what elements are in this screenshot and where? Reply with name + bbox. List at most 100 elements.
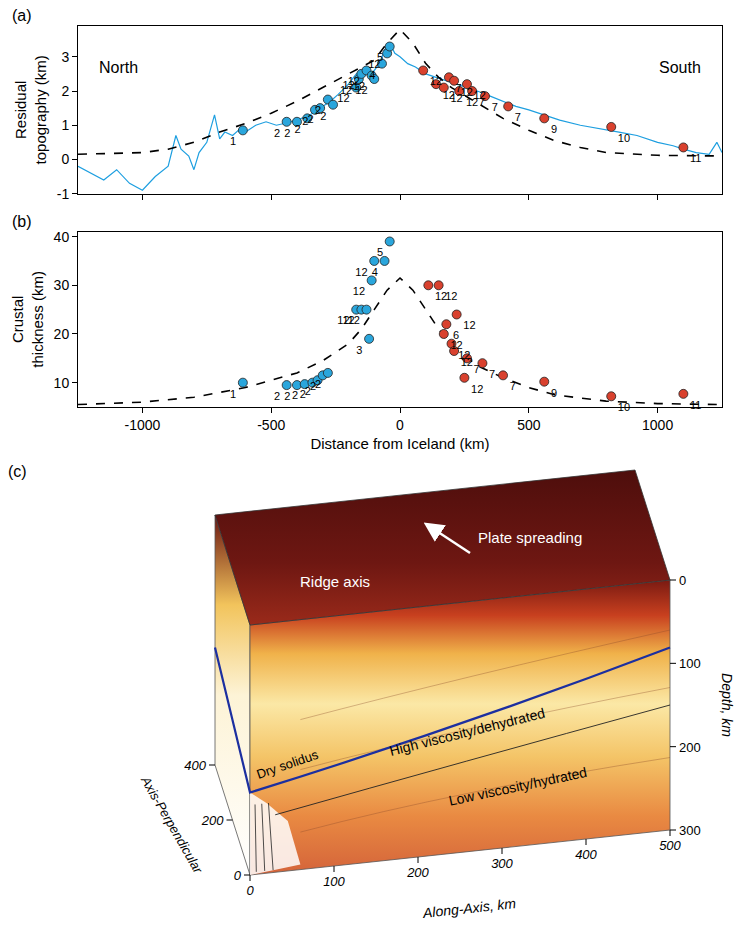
svg-text:11: 11: [690, 399, 701, 411]
svg-text:High viscosity/dehydrated: High viscosity/dehydrated: [388, 705, 547, 759]
svg-text:12: 12: [353, 80, 365, 92]
svg-text:12: 12: [435, 290, 447, 302]
svg-text:10: 10: [54, 375, 70, 391]
svg-text:12: 12: [342, 315, 354, 327]
svg-text:12: 12: [466, 96, 478, 108]
svg-text:500: 500: [659, 838, 681, 853]
svg-text:1000: 1000: [642, 417, 673, 433]
svg-text:South: South: [659, 59, 701, 76]
svg-text:Axis-Perpendicular: Axis-Perpendicular: [138, 773, 206, 876]
svg-text:1: 1: [61, 117, 69, 133]
svg-text:2: 2: [310, 380, 316, 392]
svg-text:0: 0: [61, 151, 69, 167]
svg-text:12: 12: [474, 89, 486, 101]
svg-text:12: 12: [342, 79, 354, 91]
svg-text:12: 12: [450, 92, 462, 104]
svg-text:12: 12: [461, 86, 473, 98]
svg-text:9: 9: [551, 123, 557, 135]
svg-text:Residualtopography (km): Residualtopography (km): [12, 55, 49, 164]
svg-text:12: 12: [340, 84, 352, 96]
svg-text:2: 2: [61, 83, 69, 99]
svg-text:20: 20: [54, 326, 70, 342]
svg-text:3: 3: [356, 344, 362, 356]
svg-text:7: 7: [515, 111, 521, 123]
svg-text:(a): (a): [12, 7, 32, 24]
svg-text:12: 12: [348, 315, 360, 327]
svg-text:2: 2: [284, 127, 290, 139]
svg-text:7: 7: [456, 82, 462, 94]
svg-text:12: 12: [458, 349, 470, 361]
svg-text:100: 100: [323, 874, 345, 889]
svg-text:12: 12: [443, 89, 455, 101]
svg-text:2: 2: [284, 390, 290, 402]
svg-text:2: 2: [305, 385, 311, 397]
svg-text:300: 300: [679, 823, 701, 838]
svg-text:2: 2: [315, 104, 321, 116]
svg-text:2: 2: [274, 390, 280, 402]
svg-text:2: 2: [315, 378, 321, 390]
svg-text:30: 30: [54, 277, 70, 293]
svg-text:400: 400: [575, 847, 597, 862]
svg-text:7: 7: [489, 368, 495, 380]
svg-text:-1: -1: [57, 186, 70, 202]
svg-text:Low viscosity/hydrated: Low viscosity/hydrated: [447, 764, 588, 809]
svg-text:7: 7: [474, 363, 480, 375]
svg-text:-1000: -1000: [124, 417, 160, 433]
svg-text:(c): (c): [8, 463, 27, 480]
svg-text:500: 500: [517, 417, 541, 433]
svg-text:1: 1: [230, 388, 236, 400]
svg-text:3: 3: [61, 49, 69, 65]
svg-text:(b): (b): [12, 213, 32, 230]
svg-text:12: 12: [471, 383, 483, 395]
svg-text:100: 100: [679, 656, 701, 671]
svg-text:200: 200: [201, 813, 224, 828]
svg-text:7: 7: [479, 96, 485, 108]
svg-text:12: 12: [430, 75, 442, 87]
svg-text:200: 200: [406, 865, 429, 880]
svg-text:Plate spreading: Plate spreading: [478, 529, 582, 546]
svg-text:0: 0: [234, 868, 242, 883]
svg-text:5: 5: [377, 51, 383, 63]
svg-text:10: 10: [618, 401, 630, 413]
svg-text:2: 2: [307, 113, 313, 125]
svg-text:Distance from Iceland (km): Distance from Iceland (km): [310, 435, 489, 452]
svg-text:4: 4: [372, 266, 378, 278]
svg-text:12: 12: [355, 266, 367, 278]
svg-text:11: 11: [690, 152, 701, 164]
svg-text:2: 2: [274, 127, 280, 139]
svg-text:4: 4: [369, 69, 375, 81]
svg-text:12: 12: [368, 58, 380, 70]
svg-text:2: 2: [302, 115, 308, 127]
svg-text:2: 2: [320, 110, 326, 122]
svg-text:2: 2: [292, 389, 298, 401]
svg-text:12: 12: [463, 319, 475, 331]
svg-text:0: 0: [396, 417, 404, 433]
svg-text:1: 1: [230, 135, 236, 147]
svg-text:Dry solidus: Dry solidus: [254, 747, 320, 782]
svg-text:7: 7: [510, 380, 516, 392]
svg-text:North: North: [99, 59, 138, 76]
svg-text:12: 12: [355, 84, 367, 96]
svg-text:-500: -500: [257, 417, 285, 433]
svg-text:12: 12: [348, 75, 360, 87]
svg-text:6: 6: [453, 329, 459, 341]
svg-text:7: 7: [492, 101, 498, 113]
svg-text:0: 0: [246, 883, 254, 898]
svg-text:400: 400: [184, 758, 206, 773]
svg-text:12: 12: [337, 92, 349, 104]
svg-text:12: 12: [353, 285, 365, 297]
svg-text:9: 9: [551, 387, 557, 399]
svg-text:200: 200: [679, 740, 701, 755]
svg-text:2: 2: [300, 388, 306, 400]
svg-text:300: 300: [491, 856, 513, 871]
svg-text:Ridge axis: Ridge axis: [300, 573, 370, 590]
svg-text:Depth, km: Depth, km: [719, 673, 735, 737]
svg-text:5: 5: [377, 246, 383, 258]
svg-text:Crustalthickness (km): Crustalthickness (km): [9, 271, 46, 368]
svg-text:12: 12: [337, 315, 349, 327]
svg-text:12: 12: [461, 356, 473, 368]
svg-text:2: 2: [295, 123, 301, 135]
svg-text:12: 12: [445, 290, 457, 302]
svg-text:40: 40: [54, 229, 70, 245]
svg-text:Along-Axis, km: Along-Axis, km: [421, 895, 517, 921]
